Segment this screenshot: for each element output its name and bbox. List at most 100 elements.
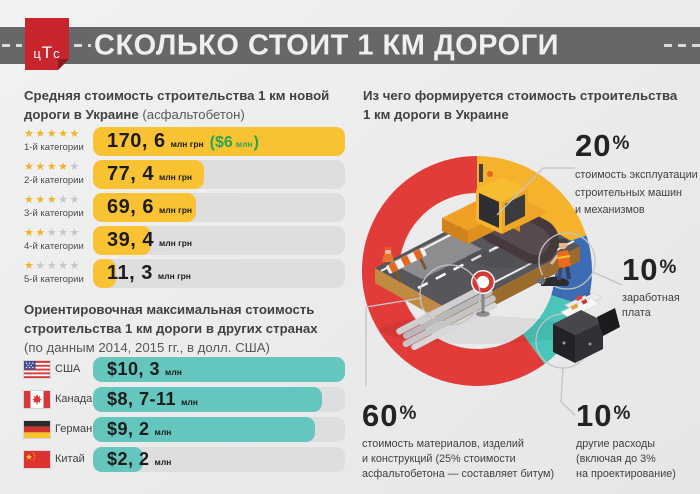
pipes-icon	[396, 282, 498, 351]
worker-icon	[536, 239, 571, 286]
heading-line: Средняя стоимость строительства 1 км нов…	[24, 88, 330, 103]
country-bar-row: Китай $2, 2 млн	[24, 447, 345, 476]
heading-bold: дороги в Украине	[24, 107, 139, 122]
label-materials-60pct: 60% стоимость материалов, изделий и конс…	[362, 398, 554, 482]
heading-note: (асфальтобетон)	[142, 107, 245, 122]
category-label: 3-й категории	[24, 208, 84, 219]
bar-fill	[93, 259, 116, 288]
category-bar-row: ★★★★★ 1-й категории 170, 6 млн грн ($6 м…	[24, 127, 345, 156]
category-label: 5-й категории	[24, 274, 84, 285]
bar-fill	[93, 127, 345, 156]
bar-value: 170, 6 млн грн ($6 млн )	[107, 129, 259, 152]
barrier-icon	[386, 247, 428, 283]
usd-value: ($6	[209, 133, 233, 151]
bar-fill	[93, 447, 144, 472]
percent-value: 60%	[362, 398, 417, 433]
country-label: США	[55, 363, 81, 375]
bar-value: $2, 2 млн	[107, 448, 172, 469]
stars-inactive: ★★	[58, 194, 81, 206]
stars-inactive: ★★★	[46, 227, 81, 239]
category-bar-row: ★★★★★ 2-й категории 77, 4 млн грн	[24, 160, 345, 189]
bar-track: $8, 7-11 млн	[93, 387, 345, 412]
bar-value: 69, 6 млн грн	[107, 195, 193, 218]
road-roller-illustration	[442, 164, 559, 268]
bar-fill	[93, 160, 204, 189]
heading-note: (по данным 2014, 2015 гг., в долл. США)	[24, 340, 270, 355]
country-label: Германия	[55, 423, 105, 435]
breakdown-section-heading: Из чего формируется стоимость строительс…	[363, 86, 677, 124]
bar-value: $8, 7-11 млн	[107, 388, 198, 409]
callout-lines	[365, 167, 623, 416]
percent-caption: стоимость эксплуатации строительных маши…	[575, 169, 698, 216]
percent-caption: заработная плата	[622, 292, 680, 319]
heading-line: Из чего формируется стоимость строительс…	[363, 88, 678, 103]
bar-value: 77, 4 млн грн	[107, 162, 193, 185]
bar-fill	[93, 417, 315, 442]
percent-caption: другие расходы (включая до 3% на проекти…	[576, 438, 676, 480]
percent-value: 10%	[576, 398, 631, 433]
road-sign-icon	[471, 270, 495, 317]
country-bar-row: США $10, 3 млн	[24, 357, 345, 386]
bar-value: $10, 3 млн	[107, 358, 182, 379]
cts-logo: цТс	[25, 18, 69, 70]
category-bar-row: ★★★★★ 4-й категории 39, 4 млн грн	[24, 226, 345, 255]
country-bar-row: Канада $8, 7-11 млн	[24, 387, 345, 416]
heading-line: дороги в Украине (асфальтобетон)	[24, 105, 329, 124]
canada-flag-icon	[24, 391, 50, 408]
kneeling-worker-icon	[382, 247, 394, 262]
category-label: 2-й категории	[24, 175, 84, 186]
bar-track: $2, 2 млн	[93, 447, 345, 472]
bar-track: 69, 6 млн грн	[93, 193, 345, 222]
category-bar-row: ★★★★★ 3-й категории 69, 6 млн грн	[24, 193, 345, 222]
header-band: СКОЛЬКО СТОИТ 1 КМ ДОРОГИ	[0, 27, 700, 64]
country-label: Канада	[55, 393, 93, 405]
ukraine-section-heading: Средняя стоимость строительства 1 км нов…	[24, 86, 329, 124]
category-label: 4-й категории	[24, 241, 84, 252]
percent-value: 20%	[575, 128, 630, 163]
donut-chart-scene	[361, 156, 623, 416]
bar-track: $10, 3 млн	[93, 357, 345, 382]
bar-track: $9, 2 млн	[93, 417, 345, 442]
bar-fill	[93, 193, 197, 222]
star-rating: ★★★★★ 2-й категории	[24, 161, 90, 186]
logo-letter: Т	[41, 43, 54, 62]
heading-line: 1 км дороги в Украине	[363, 107, 509, 122]
stars-active: ★★★★★	[24, 128, 81, 140]
heading-line: Ориентировочная максимальная стоимость	[24, 302, 315, 317]
stars-inactive: ★	[69, 161, 81, 173]
star-rating: ★★★★★ 5-й категории	[24, 260, 90, 285]
bar-track: 11, 3 млн грн	[93, 259, 345, 288]
stars-active: ★	[24, 260, 36, 272]
usa-flag-icon	[24, 361, 50, 378]
countries-section-heading: Ориентировочная максимальная стоимость с…	[24, 300, 318, 357]
stars-active: ★★★★	[24, 161, 70, 173]
heading-line: строительства 1 км дороги в других стран…	[24, 321, 318, 336]
stars-inactive: ★★★★	[35, 260, 81, 272]
category-bar-row: ★★★★★ 5-й категории 11, 3 млн грн	[24, 259, 345, 288]
star-rating: ★★★★★ 1-й категории	[24, 128, 90, 153]
header-dash-left	[2, 44, 22, 47]
bar-track: 77, 4 млн грн	[93, 160, 345, 189]
country-bar-row: Германия $9, 2 млн	[24, 417, 345, 446]
bar-value: $9, 2 млн	[107, 418, 172, 439]
logo-letter: с	[53, 46, 61, 61]
logo-letter: ц	[33, 46, 42, 61]
bar-track: 170, 6 млн грн ($6 млн )	[93, 127, 345, 156]
country-label: Китай	[55, 453, 85, 465]
category-label: 1-й категории	[24, 142, 84, 153]
label-machines-20pct: 20% стоимость эксплуатации строительных …	[575, 128, 698, 220]
bar-track: 39, 4 млн грн	[93, 226, 345, 255]
label-other-10pct: 10% другие расходы (включая до 3% на про…	[576, 398, 676, 482]
page-title: СКОЛЬКО СТОИТ 1 КМ ДОРОГИ	[94, 29, 559, 61]
bar-fill	[93, 357, 345, 382]
stars-active: ★★	[24, 227, 47, 239]
china-flag-icon	[24, 451, 50, 468]
logo-fold-corner	[58, 59, 69, 70]
briefcase-icon	[553, 290, 620, 363]
bar-value: 11, 3 млн грн	[107, 261, 191, 284]
star-rating: ★★★★★ 3-й категории	[24, 194, 90, 219]
germany-flag-icon	[24, 421, 50, 438]
bar-value: 39, 4 млн грн	[107, 228, 193, 251]
star-rating: ★★★★★ 4-й категории	[24, 227, 90, 252]
